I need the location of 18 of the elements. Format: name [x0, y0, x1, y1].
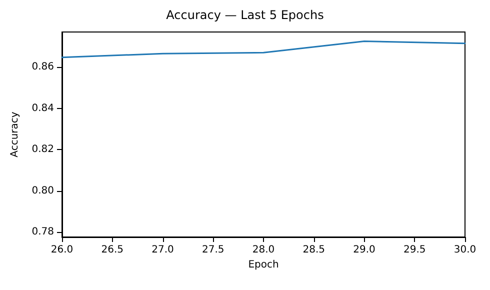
chart-title: Accuracy — Last 5 Epochs: [166, 8, 324, 22]
line-series: [61, 40, 466, 58]
x-axis-title: Epoch: [248, 259, 279, 270]
y-axis-title: Accuracy: [10, 112, 20, 158]
x-tick-label: 29.0: [353, 244, 376, 256]
x-tick-label: 27.0: [152, 244, 174, 256]
x-tick-label: 28.0: [252, 244, 275, 256]
x-tick-label: 30.0: [454, 244, 476, 256]
y-tick-label: 0.78: [32, 226, 54, 238]
y-tick-label: 0.84: [32, 102, 54, 114]
x-tick-label: 27.5: [202, 244, 224, 256]
y-tick-label: 0.80: [32, 185, 54, 196]
x-tick-label: 26.5: [101, 244, 124, 256]
x-tick-label: 29.5: [403, 244, 426, 256]
y-tick-label: 0.86: [32, 62, 54, 73]
x-tick-label: 26.0: [50, 244, 74, 256]
y-tick-label: 0.82: [32, 144, 54, 156]
x-tick-label: 28.5: [302, 244, 326, 256]
